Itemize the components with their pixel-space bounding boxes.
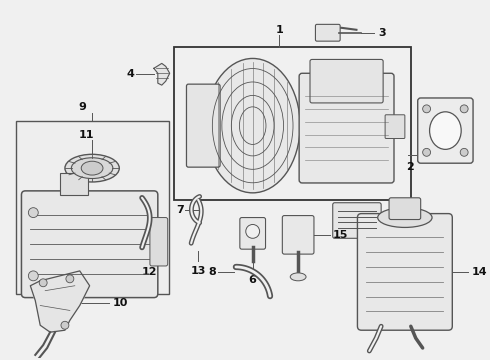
FancyBboxPatch shape [417, 98, 473, 163]
Text: 9: 9 [78, 102, 86, 112]
Ellipse shape [378, 208, 432, 228]
Text: 4: 4 [126, 69, 134, 79]
Circle shape [28, 271, 38, 281]
Circle shape [423, 105, 431, 113]
Ellipse shape [81, 161, 103, 175]
Text: 15: 15 [333, 230, 348, 240]
Text: 14: 14 [472, 267, 488, 277]
Ellipse shape [290, 273, 306, 281]
Polygon shape [154, 63, 170, 85]
Ellipse shape [205, 58, 300, 193]
Bar [173, 46, 411, 200]
FancyBboxPatch shape [22, 191, 158, 298]
Text: 1: 1 [275, 25, 283, 35]
Text: 13: 13 [191, 266, 206, 276]
FancyBboxPatch shape [385, 115, 405, 139]
FancyBboxPatch shape [333, 203, 381, 238]
Circle shape [66, 275, 74, 283]
Ellipse shape [430, 112, 461, 149]
FancyBboxPatch shape [282, 216, 314, 254]
Circle shape [246, 225, 260, 238]
Text: 2: 2 [406, 162, 414, 172]
FancyBboxPatch shape [299, 73, 394, 183]
Text: 5: 5 [397, 216, 405, 225]
Ellipse shape [72, 158, 113, 179]
Circle shape [460, 105, 468, 113]
Circle shape [423, 148, 431, 156]
FancyBboxPatch shape [316, 24, 340, 41]
FancyBboxPatch shape [389, 198, 421, 220]
Bar [16, 121, 169, 294]
Ellipse shape [65, 154, 119, 182]
FancyBboxPatch shape [187, 84, 220, 167]
Circle shape [61, 321, 69, 329]
Text: 10: 10 [112, 297, 128, 307]
Text: 6: 6 [249, 275, 257, 285]
Polygon shape [30, 271, 90, 332]
Text: 11: 11 [78, 130, 94, 140]
Text: 3: 3 [378, 28, 386, 38]
FancyBboxPatch shape [310, 59, 383, 103]
Text: 12: 12 [142, 267, 158, 277]
Text: 8: 8 [208, 267, 216, 277]
Circle shape [460, 148, 468, 156]
Bar [60, 173, 88, 195]
Circle shape [39, 279, 47, 287]
FancyBboxPatch shape [150, 217, 168, 266]
Circle shape [28, 208, 38, 217]
FancyBboxPatch shape [357, 213, 452, 330]
Text: 7: 7 [176, 204, 184, 215]
FancyBboxPatch shape [240, 217, 266, 249]
